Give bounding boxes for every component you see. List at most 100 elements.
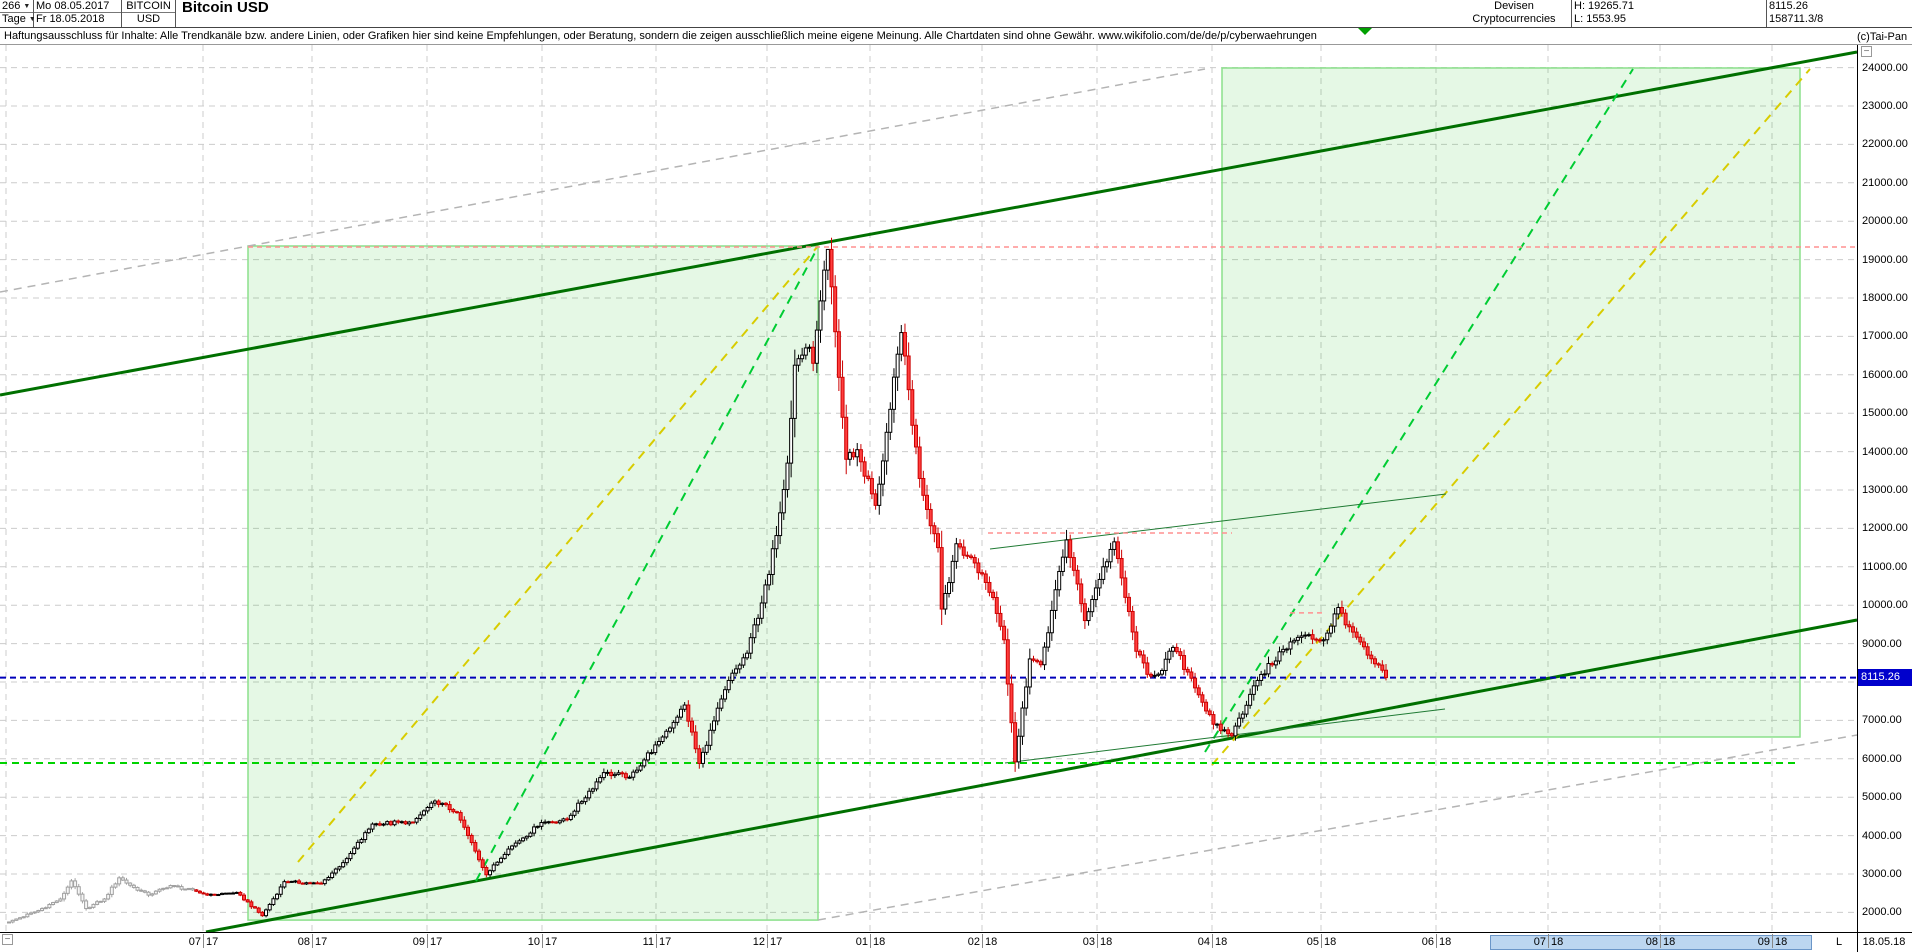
x-axis-label-month: 08 [1645, 936, 1658, 948]
x-axis-tick [870, 934, 871, 948]
y-axis-label: 7000.00 [1862, 714, 1902, 727]
trendline-steep-yellow-1 [297, 245, 819, 863]
x-axis-label-year: 17 [659, 936, 672, 948]
date-from: Mo 08.05.2017 [34, 0, 121, 13]
trendline-steep-green-2 [1204, 68, 1634, 753]
x-axis-label-month: 01 [855, 936, 868, 948]
bars-count-value: 266 [2, 0, 21, 12]
y-axis-label: 5000.00 [1862, 791, 1902, 804]
y-axis-label: 23000.00 [1862, 100, 1908, 112]
x-axis-label-year: 18 [1439, 936, 1452, 948]
y-axis-label: 21000.00 [1862, 176, 1908, 189]
high-low-cell: H: 19265.71 L: 1553.95 [1572, 0, 1767, 27]
x-axis-label-month: 08 [297, 936, 310, 948]
x-axis-label-year: 17 [315, 936, 328, 948]
current-price-badge: 8115.26 [1858, 669, 1912, 686]
x-axis-tick [982, 934, 983, 948]
x-axis-label-year: 18 [1100, 936, 1113, 948]
symbol-currency: USD [136, 13, 161, 25]
minimize-axis-button[interactable]: − [1861, 46, 1872, 57]
chart-title: Bitcoin USD [176, 0, 1457, 27]
x-axis-tick [542, 934, 543, 948]
y-axis-label: 22000.00 [1862, 138, 1908, 151]
header-divider [0, 27, 1912, 28]
volume-info: 158711.3/8 [1769, 13, 1824, 25]
y-axis-label: 4000.00 [1862, 829, 1902, 842]
y-axis-label: 9000.00 [1862, 637, 1902, 650]
y-axis-label: 16000.00 [1862, 368, 1908, 381]
x-axis-label-year: 18 [1215, 936, 1228, 948]
category-cell: Devisen Cryptocurrencies [1457, 0, 1572, 27]
x-axis-label-year: 18 [985, 936, 998, 948]
copyright-text: (c)Tai-Pan [1857, 31, 1908, 43]
x-axis-label-month: 09 [412, 936, 425, 948]
period-high: H: 19265.71 [1574, 0, 1634, 12]
candlestick-series [7, 237, 1388, 924]
bars-period-selector[interactable]: 266 ▼ Tage ▼ [0, 0, 36, 27]
x-axis-tick [1548, 934, 1549, 948]
x-axis-tick [312, 934, 313, 948]
x-axis-label-year: 17 [430, 936, 443, 948]
trendline-channel-lower [205, 618, 1858, 934]
period-value: Tage [2, 13, 26, 25]
minimize-scale-button[interactable]: − [2, 934, 13, 945]
period-low: L: 1553.95 [1574, 13, 1626, 25]
y-axis-label: 20000.00 [1862, 215, 1908, 228]
x-axis-label-year: 18 [1324, 936, 1337, 948]
y-axis-label: 11000.00 [1862, 560, 1908, 573]
x-axis-label-month: 07 [1533, 936, 1546, 948]
symbol-name: BITCOIN [122, 0, 175, 13]
trendline-minor-support [1004, 708, 1446, 764]
chevron-down-icon: ▼ [28, 16, 36, 23]
line-continuation-marker-icon [1358, 28, 1372, 35]
x-axis-label-year: 17 [770, 936, 783, 948]
y-axis-label: 19000.00 [1862, 253, 1908, 266]
y-axis-label: 14000.00 [1862, 445, 1908, 458]
x-axis-label-year: 18 [1551, 936, 1564, 948]
x-axis-label-month: 06 [1421, 936, 1434, 948]
x-axis-tick [203, 934, 204, 948]
y-axis-label: 2000.00 [1862, 906, 1902, 919]
x-axis-label-month: 02 [967, 936, 980, 948]
x-axis-label-month: 10 [527, 936, 540, 948]
period-dropdown[interactable]: Tage ▼ [0, 13, 36, 26]
y-axis-label: 3000.00 [1862, 868, 1902, 880]
date-range-cell[interactable]: Mo 08.05.2017 Fr 18.05.2018 [34, 0, 122, 27]
x-axis-tick [1097, 934, 1098, 948]
x-axis-tick [656, 934, 657, 948]
selected-range-highlight[interactable] [1490, 935, 1812, 950]
x-axis-label-year: 18 [1775, 936, 1788, 948]
x-axis-label-year: 17 [206, 936, 219, 948]
trendline-steep-green-1 [475, 246, 819, 882]
symbol-cell[interactable]: BITCOIN USD [122, 0, 176, 27]
x-axis-label-month: 07 [188, 936, 201, 948]
y-axis-label: 17000.00 [1862, 330, 1908, 343]
x-axis-label-month: 09 [1757, 936, 1770, 948]
last-date-label: 18.05.18 [1862, 936, 1906, 948]
plot-top-border [0, 44, 1912, 45]
trendline-gray-channel-lower [817, 734, 1858, 921]
x-axis-label-year: 18 [1663, 936, 1676, 948]
last-bar-marker: L [1836, 936, 1843, 948]
last-price: 8115.26 [1769, 0, 1808, 12]
category-line1: Devisen [1494, 0, 1534, 12]
trendline-channel-upper [0, 50, 1858, 397]
x-axis-tick [767, 934, 768, 948]
x-axis-label-year: 18 [873, 936, 886, 948]
y-axis-label: 6000.00 [1862, 752, 1902, 765]
date-to: Fr 18.05.2018 [36, 13, 105, 25]
x-axis-tick [1660, 934, 1661, 948]
x-axis-tick [1772, 934, 1773, 948]
bars-count-dropdown[interactable]: 266 ▼ [0, 0, 33, 13]
y-axis-label: 12000.00 [1862, 522, 1908, 535]
x-axis-label-month: 12 [752, 936, 765, 948]
y-axis-label: 15000.00 [1862, 407, 1908, 420]
x-axis-tick [427, 934, 428, 948]
quote-cell: 8115.26 158711.3/8 [1767, 0, 1912, 27]
x-axis-tick [1212, 934, 1213, 948]
x-axis-tick [1436, 934, 1437, 948]
x-axis-label-month: 05 [1306, 936, 1319, 948]
y-axis-label: 10000.00 [1862, 599, 1908, 612]
